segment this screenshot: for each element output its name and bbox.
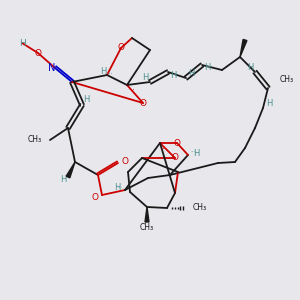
Text: ...: ... xyxy=(190,148,196,154)
Text: H: H xyxy=(114,184,120,193)
Text: CH₃: CH₃ xyxy=(193,203,207,212)
Polygon shape xyxy=(240,39,247,57)
Text: ...: ... xyxy=(160,144,167,150)
Text: CH₃: CH₃ xyxy=(28,136,42,145)
Text: ...: ... xyxy=(129,85,135,91)
Text: O: O xyxy=(172,154,178,163)
Text: H: H xyxy=(170,70,176,80)
Text: O: O xyxy=(34,49,41,58)
Text: H: H xyxy=(142,73,148,82)
Text: N: N xyxy=(48,63,55,73)
Text: ...: ... xyxy=(106,69,113,75)
Text: H: H xyxy=(19,38,26,47)
Polygon shape xyxy=(66,162,75,178)
Text: CH₃: CH₃ xyxy=(140,224,154,232)
Text: O: O xyxy=(140,98,146,107)
Text: ...: ... xyxy=(117,184,123,188)
Text: O: O xyxy=(92,194,98,202)
Text: H: H xyxy=(188,70,194,79)
Text: O: O xyxy=(173,139,181,148)
Text: O: O xyxy=(118,44,124,52)
Text: H: H xyxy=(266,100,272,109)
Text: H: H xyxy=(193,148,199,158)
Text: CH₃: CH₃ xyxy=(280,76,294,85)
Polygon shape xyxy=(145,207,149,222)
Text: H: H xyxy=(60,176,66,184)
Text: O: O xyxy=(122,157,128,166)
Text: H: H xyxy=(247,62,253,71)
Text: H: H xyxy=(83,95,89,104)
Text: H: H xyxy=(100,68,106,76)
Text: H: H xyxy=(204,64,210,73)
